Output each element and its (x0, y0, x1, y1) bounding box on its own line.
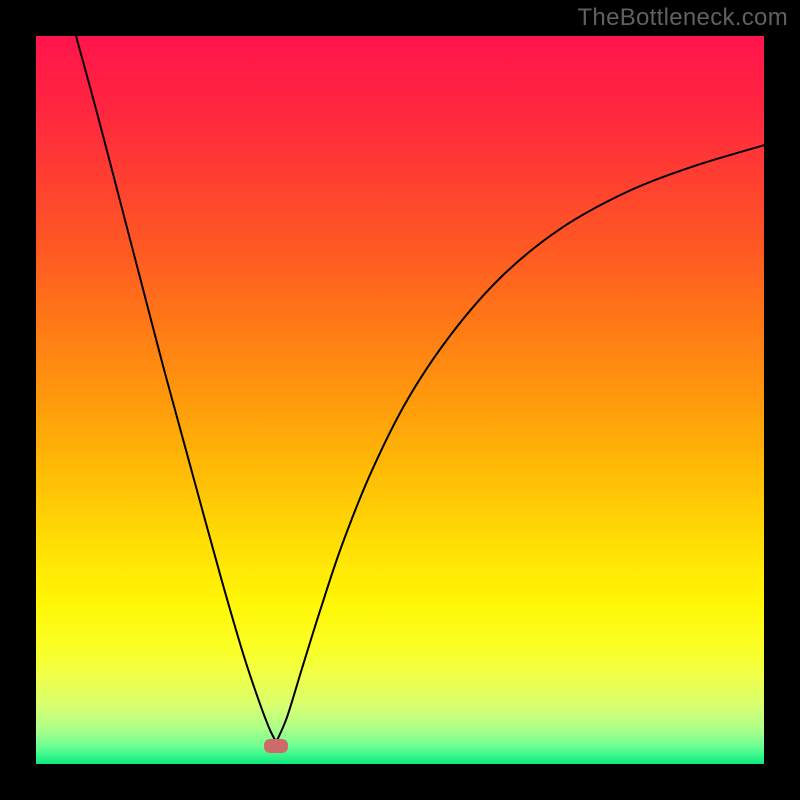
bottleneck-curve (36, 36, 764, 764)
optimal-point-marker (264, 739, 288, 753)
watermark-text: TheBottleneck.com (577, 4, 788, 32)
plot-area (36, 36, 764, 764)
chart-container: TheBottleneck.com (0, 0, 800, 800)
